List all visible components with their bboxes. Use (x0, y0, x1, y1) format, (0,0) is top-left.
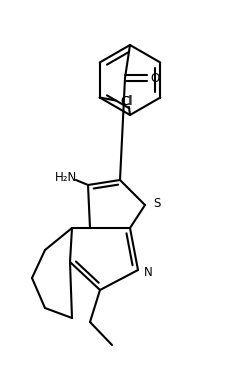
Text: H₂N: H₂N (55, 171, 77, 184)
Text: S: S (153, 196, 160, 209)
Text: O: O (150, 71, 159, 84)
Text: Cl: Cl (121, 94, 132, 108)
Text: Cl: Cl (119, 95, 131, 108)
Text: N: N (143, 266, 152, 279)
